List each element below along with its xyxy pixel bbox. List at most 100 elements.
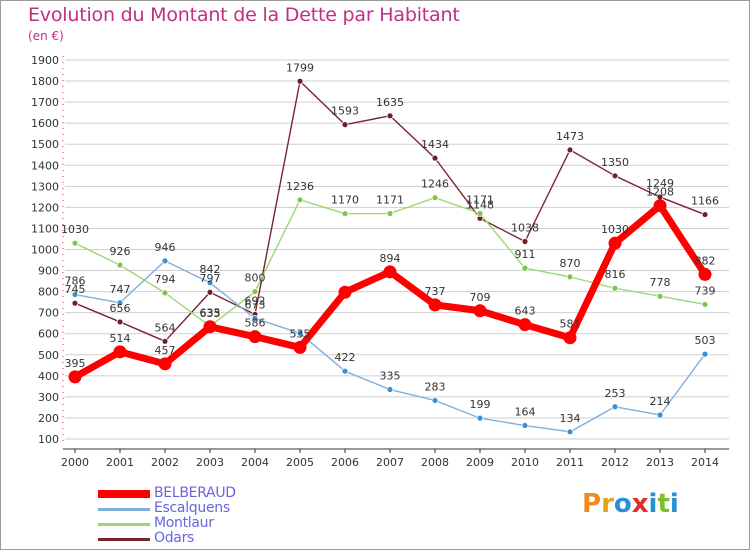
point-belberaud-2004: [248, 330, 262, 344]
logo-letter: i: [669, 489, 679, 519]
point-montlaur-2008: [431, 194, 439, 202]
data-label-belberaud-2005: 535: [290, 327, 311, 340]
point-odars-2010: [521, 238, 529, 245]
point-odars-2007: [386, 112, 394, 120]
data-label-belberaud-2003: 633: [200, 307, 221, 320]
y-tick-label-1300: 1300: [31, 180, 59, 193]
y-tick-label-700: 700: [38, 307, 59, 320]
data-label-odars-2005: 1799: [286, 61, 314, 74]
logo-letter: t: [657, 489, 670, 519]
data-label-odars-2006: 1593: [331, 105, 359, 118]
data-label-escalquens-2007: 335: [380, 370, 401, 383]
data-label-montlaur-2001: 926: [110, 245, 131, 258]
x-tick-label-2005: 2005: [286, 456, 314, 469]
y-tick-label-300: 300: [38, 391, 59, 404]
x-tick-label-2001: 2001: [106, 456, 134, 469]
data-label-escalquens-2006: 422: [335, 351, 356, 364]
point-escalquens-2000: [71, 291, 79, 298]
x-tick-label-2006: 2006: [331, 456, 359, 469]
point-montlaur-2013: [656, 292, 664, 300]
point-escalquens-2012: [611, 403, 619, 411]
data-label-odars-2012: 1350: [601, 156, 629, 169]
point-odars-2008: [431, 154, 439, 162]
point-belberaud-2000: [68, 370, 82, 384]
data-label-montlaur-2008: 1246: [421, 178, 449, 191]
point-escalquens-2005: [296, 329, 304, 337]
point-montlaur-2014: [701, 301, 709, 308]
data-label-odars-2010: 1038: [511, 221, 539, 234]
data-label-montlaur-2012: 816: [605, 268, 626, 281]
point-belberaud-2007: [383, 265, 397, 279]
legend-label-belberaud: BELBERAUD: [154, 485, 236, 501]
data-label-montlaur-2011: 870: [560, 257, 581, 270]
x-tick-label-2014: 2014: [691, 456, 719, 469]
logo-letter: r: [601, 489, 614, 519]
data-label-montlaur-2009: 1171: [466, 193, 494, 206]
point-montlaur-2010: [521, 264, 529, 272]
x-tick-label-2008: 2008: [421, 456, 449, 469]
data-label-montlaur-2004: 800: [245, 272, 266, 285]
data-label-belberaud-2011: 581: [560, 318, 581, 331]
data-label-odars-2000: 745: [65, 283, 86, 296]
logo-letter: i: [648, 489, 658, 519]
x-tick-label-2012: 2012: [601, 456, 629, 469]
point-escalquens-2001: [116, 299, 124, 307]
x-tick-label-2010: 2010: [511, 456, 539, 469]
point-escalquens-2003: [206, 279, 214, 287]
point-escalquens-2014: [701, 350, 709, 358]
data-label-montlaur-2003: 635: [200, 306, 221, 319]
x-tick-label-2000: 2000: [61, 456, 89, 469]
point-odars-2000: [71, 299, 79, 307]
data-label-belberaud-2014: 882: [695, 254, 716, 267]
data-label-montlaur-2010: 911: [515, 248, 536, 261]
data-label-odars-2011: 1473: [556, 130, 584, 143]
point-belberaud-2010: [518, 318, 532, 332]
point-odars-2001: [116, 318, 124, 326]
point-odars-2005: [296, 77, 304, 85]
data-label-odars-2004: 692: [245, 294, 266, 307]
logo-letter: o: [613, 489, 632, 519]
point-montlaur-2005: [296, 196, 304, 204]
y-tick-label-400: 400: [38, 370, 59, 383]
data-label-montlaur-2007: 1171: [376, 193, 404, 206]
y-tick-label-1900: 1900: [31, 54, 59, 67]
point-escalquens-2011: [566, 428, 574, 436]
y-tick-label-1800: 1800: [31, 75, 59, 88]
legend-label-escalquens: Escalquens: [154, 500, 230, 516]
x-tick-label-2002: 2002: [151, 456, 179, 469]
data-label-odars-2001: 656: [110, 302, 131, 315]
point-belberaud-2013: [653, 199, 667, 213]
data-label-belberaud-2009: 709: [470, 291, 491, 304]
point-montlaur-2000: [71, 239, 79, 247]
data-label-montlaur-2013: 778: [650, 276, 671, 289]
point-escalquens-2006: [341, 367, 349, 375]
data-label-escalquens-2014: 503: [695, 334, 716, 347]
data-label-belberaud-2010: 643: [515, 305, 536, 318]
y-tick-label-1600: 1600: [31, 117, 59, 130]
data-label-montlaur-2000: 1030: [61, 223, 89, 236]
point-escalquens-2013: [656, 411, 664, 419]
legend-label-montlaur: Montlaur: [154, 515, 214, 531]
data-label-belberaud-2013: 1208: [646, 186, 674, 199]
data-label-escalquens-2002: 946: [155, 241, 176, 254]
point-odars-2011: [566, 146, 574, 154]
point-belberaud-2009: [473, 304, 487, 318]
data-label-montlaur-2002: 794: [155, 273, 176, 286]
y-tick-label-1200: 1200: [31, 201, 59, 214]
y-tick-label-500: 500: [38, 349, 59, 362]
x-tick-label-2004: 2004: [241, 456, 269, 469]
data-label-escalquens-2012: 253: [605, 387, 626, 400]
x-tick-label-2009: 2009: [466, 456, 494, 469]
data-label-escalquens-2003: 842: [200, 263, 221, 276]
y-tick-label-1700: 1700: [31, 96, 59, 109]
data-label-odars-2002: 564: [155, 321, 176, 334]
point-belberaud-2006: [338, 285, 352, 299]
point-odars-2006: [341, 121, 349, 129]
point-belberaud-2005: [293, 340, 307, 354]
point-belberaud-2008: [428, 298, 442, 312]
data-label-escalquens-2000: 786: [65, 275, 86, 288]
data-label-odars-2014: 1166: [691, 195, 719, 208]
point-montlaur-2002: [161, 289, 169, 297]
data-label-belberaud-2000: 395: [65, 357, 86, 370]
